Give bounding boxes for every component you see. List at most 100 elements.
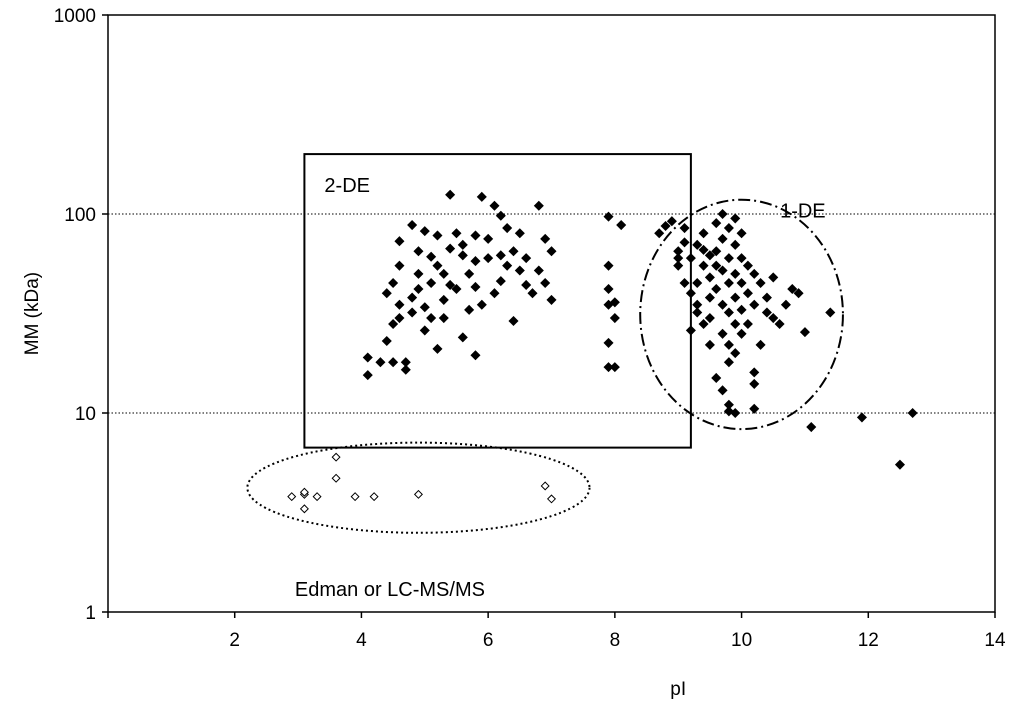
y-axis-title: MM (kDa): [22, 272, 43, 355]
filled-point: [704, 292, 715, 303]
filled-point: [407, 307, 418, 318]
filled-point: [362, 352, 373, 363]
filled-point: [685, 253, 696, 264]
filled-point: [540, 233, 551, 244]
filled-point: [698, 228, 709, 239]
x-tick-label: 4: [356, 630, 367, 651]
filled-point: [761, 307, 772, 318]
filled-point: [457, 332, 468, 343]
filled-point: [464, 304, 475, 315]
filled-point: [742, 260, 753, 271]
filled-point: [685, 288, 696, 299]
filled-point: [711, 283, 722, 294]
filled-point: [692, 239, 703, 250]
filled-point: [730, 213, 741, 224]
filled-point: [704, 339, 715, 350]
filled-point: [774, 318, 785, 330]
x-tick-label: 6: [483, 630, 494, 651]
filled-point: [470, 350, 481, 361]
filled-point: [508, 246, 519, 257]
filled-point: [445, 243, 456, 254]
filled-point: [698, 318, 709, 330]
filled-point: [603, 283, 614, 294]
filled-point: [603, 211, 614, 222]
filled-point: [698, 244, 709, 255]
filled-point: [711, 246, 722, 257]
filled-point: [692, 277, 703, 289]
filled-point: [730, 318, 741, 330]
filled-point: [723, 277, 734, 289]
filled-point: [521, 279, 532, 290]
filled-point: [711, 260, 722, 271]
filled-point: [426, 277, 437, 289]
filled-point: [685, 325, 696, 336]
filled-point: [730, 348, 741, 359]
filled-point: [540, 277, 551, 289]
region-edman-ellipse: [246, 441, 591, 534]
filled-point: [533, 200, 544, 211]
filled-point: [717, 265, 728, 276]
filled-point: [723, 339, 734, 350]
filled-point: [419, 302, 430, 313]
filled-point: [717, 299, 728, 310]
open-point: [331, 473, 341, 483]
filled-point: [768, 272, 779, 283]
open-point: [540, 481, 550, 491]
filled-point: [730, 268, 741, 279]
x-tick-label: 10: [731, 630, 752, 651]
filled-point: [749, 403, 760, 414]
filled-point: [495, 250, 506, 261]
open-point: [369, 492, 379, 502]
filled-point: [730, 407, 741, 419]
plot-frame: [107, 14, 996, 613]
filled-point: [495, 276, 506, 287]
filled-point: [426, 313, 437, 324]
filled-point: [736, 228, 747, 239]
filled-point: [419, 325, 430, 336]
filled-point: [723, 223, 734, 234]
filled-point: [730, 239, 741, 250]
filled-point: [717, 385, 728, 396]
filled-point: [388, 277, 399, 289]
filled-point: [609, 362, 620, 373]
filled-point: [476, 299, 487, 310]
filled-point: [742, 318, 753, 330]
open-point: [331, 452, 341, 462]
x-tick-label: 12: [858, 630, 879, 651]
open-point: [299, 487, 309, 497]
filled-point: [749, 299, 760, 310]
filled-point: [825, 307, 836, 318]
filled-point: [736, 277, 747, 289]
filled-point: [502, 223, 513, 234]
filled-point: [451, 228, 462, 239]
filled-point: [375, 357, 386, 368]
region-1de-ellipse: [639, 198, 844, 431]
filled-point: [407, 292, 418, 303]
filled-point: [394, 260, 405, 271]
filled-point: [533, 265, 544, 276]
filled-point: [438, 294, 449, 305]
filled-point: [394, 313, 405, 324]
filled-point: [723, 307, 734, 318]
filled-point: [464, 268, 475, 279]
x-axis-title: pI: [670, 679, 686, 700]
filled-point: [723, 253, 734, 264]
filled-point: [755, 277, 766, 289]
filled-point: [546, 294, 557, 305]
filled-point: [679, 223, 690, 234]
filled-point: [426, 251, 437, 262]
filled-point: [749, 268, 760, 279]
filled-point: [666, 216, 677, 227]
filled-point: [438, 268, 449, 279]
filled-point: [799, 327, 810, 338]
filled-point: [711, 372, 722, 383]
filled-point: [514, 265, 525, 276]
filled-point: [432, 230, 443, 241]
filled-point: [793, 288, 804, 299]
filled-point: [717, 208, 728, 220]
filled-point: [768, 313, 779, 324]
filled-point: [489, 288, 500, 299]
annotation-label: 1-DE: [780, 201, 826, 223]
filled-point: [381, 335, 392, 347]
